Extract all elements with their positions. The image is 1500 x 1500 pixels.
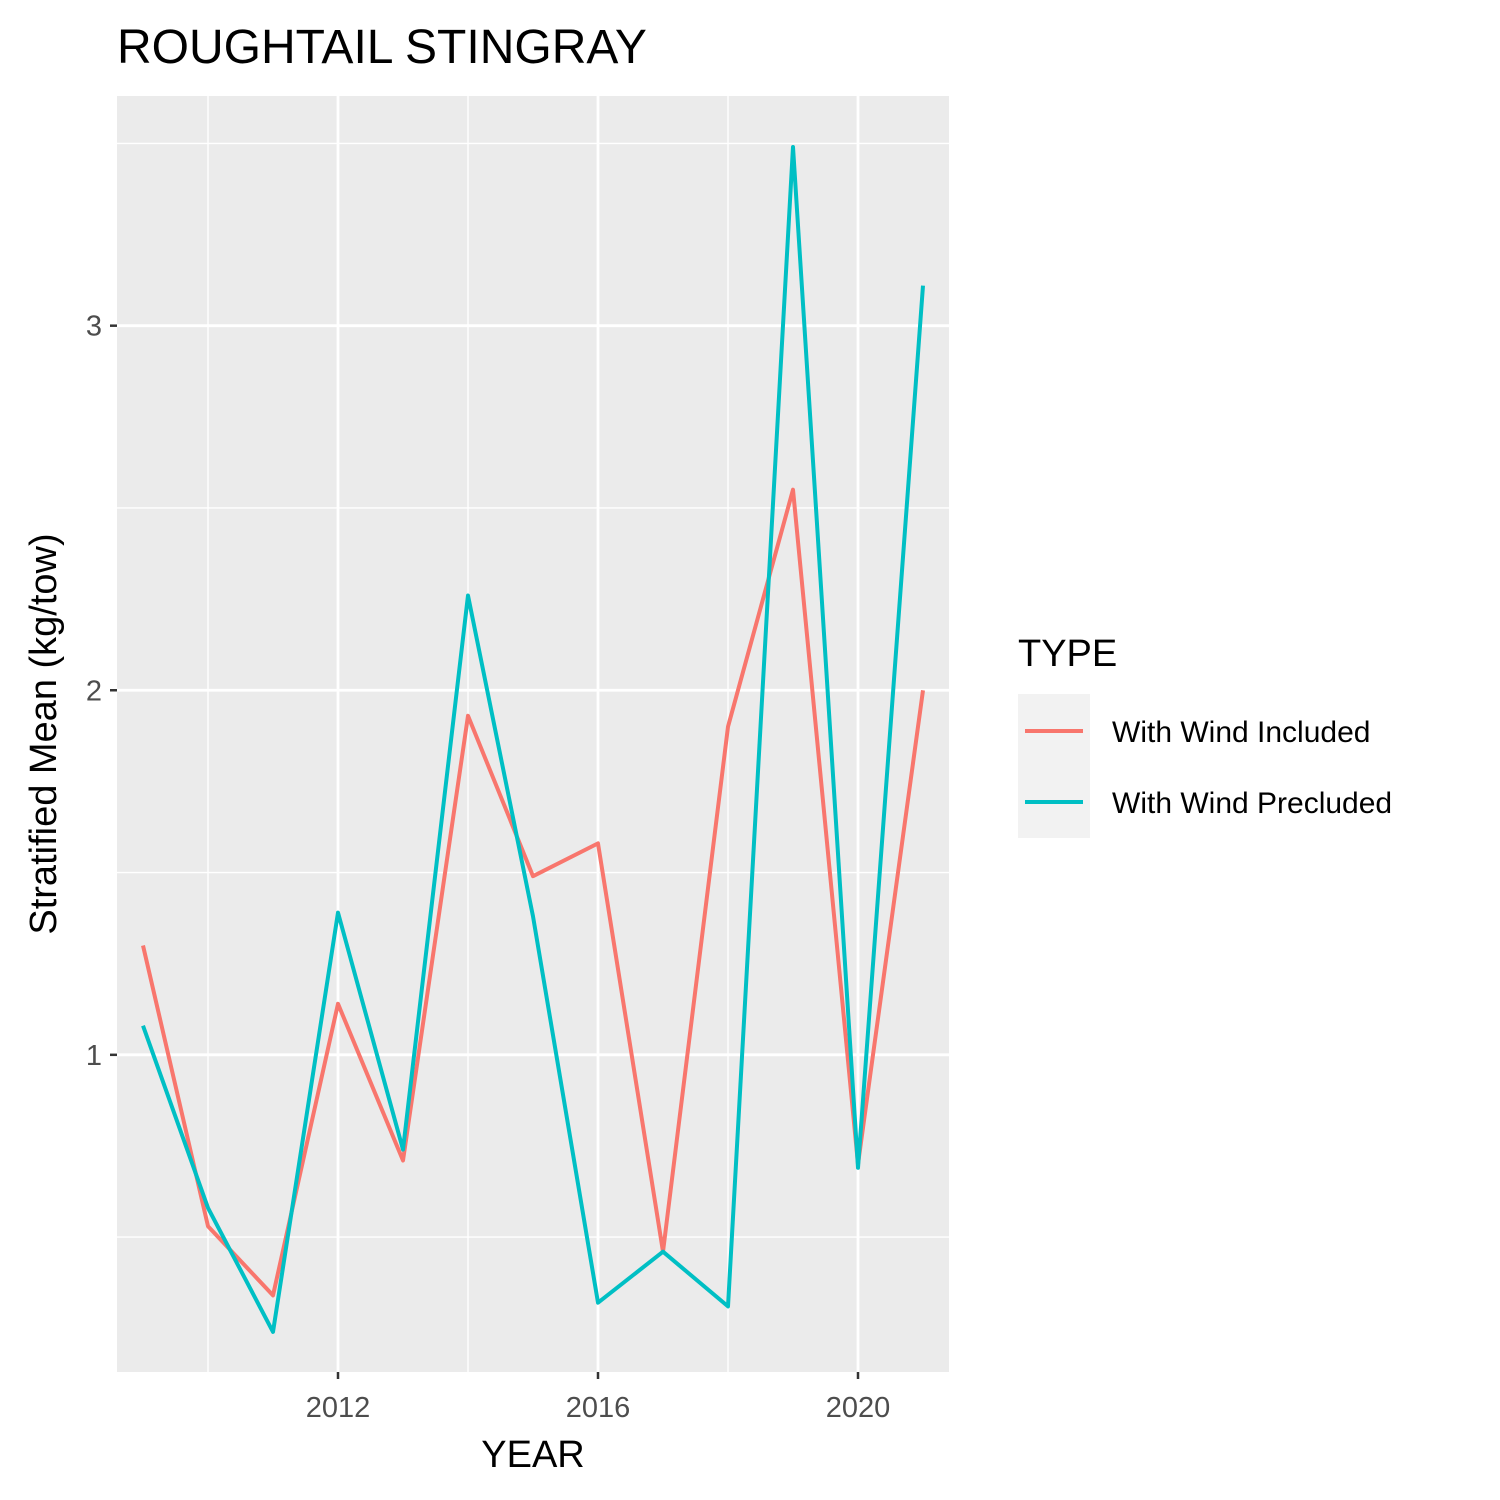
series-lines	[141, 145, 925, 1334]
legend-title: TYPE	[1018, 633, 1117, 675]
chart-title: ROUGHTAIL STINGRAY	[117, 21, 647, 74]
y-tick-label: 2	[86, 675, 102, 707]
x-tick-label: 2016	[566, 1392, 631, 1424]
y-tick-label: 1	[86, 1040, 102, 1072]
plot-panel	[117, 96, 949, 1372]
x-tick-label: 2012	[306, 1392, 371, 1424]
axes: 2012 2016 2020 1 2 3	[86, 311, 890, 1424]
y-axis-title: Stratified Mean (kg/tow)	[23, 533, 65, 934]
series-line-with-wind-included	[141, 487, 925, 1298]
legend: TYPE With Wind Included With Wind Preclu…	[1018, 633, 1392, 838]
legend-label-with-wind-included: With Wind Included	[1112, 716, 1370, 749]
x-axis-title: YEAR	[481, 1434, 584, 1476]
legend-label-with-wind-precluded: With Wind Precluded	[1112, 787, 1392, 820]
y-tick-label: 3	[86, 311, 102, 343]
x-tick-label: 2020	[826, 1392, 891, 1424]
legend-key-background	[1018, 694, 1090, 838]
series-line-with-wind-precluded	[141, 145, 925, 1334]
